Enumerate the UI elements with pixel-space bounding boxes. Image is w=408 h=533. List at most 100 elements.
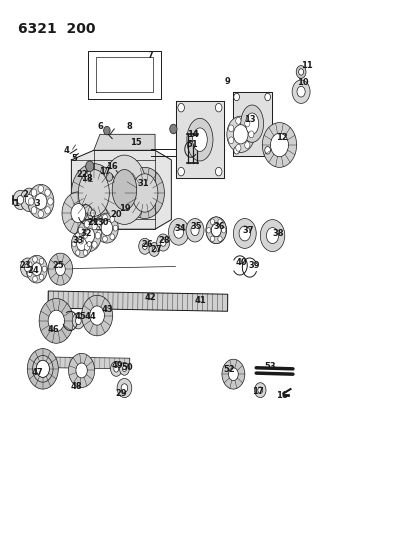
Text: 25: 25	[52, 261, 64, 270]
Ellipse shape	[236, 144, 241, 151]
Ellipse shape	[258, 387, 263, 393]
Polygon shape	[233, 92, 272, 156]
Ellipse shape	[77, 220, 101, 252]
Ellipse shape	[78, 237, 84, 244]
Ellipse shape	[215, 103, 222, 112]
Ellipse shape	[152, 247, 156, 252]
Ellipse shape	[245, 120, 250, 127]
Ellipse shape	[27, 271, 32, 277]
Ellipse shape	[260, 220, 285, 252]
Ellipse shape	[228, 137, 234, 144]
Text: 51: 51	[187, 141, 198, 149]
Ellipse shape	[142, 243, 147, 249]
Text: 19: 19	[119, 205, 130, 213]
Ellipse shape	[122, 366, 126, 372]
Text: 8: 8	[127, 123, 133, 131]
Ellipse shape	[233, 219, 256, 248]
Ellipse shape	[102, 155, 147, 224]
Text: 39: 39	[248, 261, 259, 270]
Text: 38: 38	[273, 229, 284, 238]
Ellipse shape	[33, 276, 37, 282]
Text: 27: 27	[150, 245, 162, 254]
Ellipse shape	[299, 69, 304, 75]
Polygon shape	[71, 150, 171, 229]
Ellipse shape	[211, 224, 221, 237]
Ellipse shape	[215, 167, 222, 176]
Ellipse shape	[228, 368, 238, 381]
Ellipse shape	[193, 128, 207, 151]
Ellipse shape	[83, 233, 87, 238]
Ellipse shape	[101, 221, 113, 236]
Ellipse shape	[103, 236, 107, 242]
Text: 10: 10	[297, 78, 308, 87]
Ellipse shape	[112, 169, 137, 210]
Ellipse shape	[27, 262, 32, 268]
Ellipse shape	[114, 366, 119, 372]
Ellipse shape	[39, 259, 44, 264]
Ellipse shape	[78, 169, 109, 216]
Ellipse shape	[262, 123, 297, 167]
Text: 44: 44	[85, 312, 96, 321]
Text: 15: 15	[130, 139, 141, 147]
Ellipse shape	[265, 93, 271, 101]
Ellipse shape	[69, 353, 95, 387]
Text: 47: 47	[32, 368, 43, 376]
Ellipse shape	[90, 306, 104, 325]
Text: 24: 24	[28, 266, 39, 275]
Text: 17: 17	[252, 387, 264, 396]
Ellipse shape	[92, 223, 97, 230]
Ellipse shape	[211, 236, 215, 241]
Text: 16: 16	[277, 391, 288, 400]
Ellipse shape	[191, 225, 199, 236]
Ellipse shape	[84, 221, 90, 228]
Text: 18: 18	[81, 174, 92, 183]
Text: 46: 46	[48, 325, 60, 334]
Ellipse shape	[132, 174, 158, 212]
Ellipse shape	[29, 198, 34, 205]
Text: 12: 12	[277, 133, 288, 142]
Text: 35: 35	[191, 222, 202, 231]
Ellipse shape	[211, 219, 215, 224]
Ellipse shape	[111, 361, 122, 376]
Polygon shape	[176, 101, 224, 178]
Ellipse shape	[75, 317, 81, 325]
Ellipse shape	[28, 184, 54, 219]
Ellipse shape	[17, 196, 24, 204]
Ellipse shape	[218, 236, 222, 241]
Ellipse shape	[97, 220, 102, 226]
Ellipse shape	[120, 362, 129, 375]
Ellipse shape	[82, 178, 105, 208]
Ellipse shape	[45, 207, 50, 214]
Ellipse shape	[83, 228, 95, 243]
Ellipse shape	[113, 225, 118, 231]
Ellipse shape	[71, 164, 116, 222]
Ellipse shape	[104, 126, 110, 135]
Text: 6: 6	[97, 123, 103, 131]
Ellipse shape	[157, 234, 170, 251]
Ellipse shape	[249, 131, 254, 138]
Ellipse shape	[48, 310, 64, 332]
Ellipse shape	[160, 239, 166, 246]
Ellipse shape	[178, 103, 184, 112]
Text: 37: 37	[242, 226, 254, 235]
Ellipse shape	[86, 161, 94, 172]
Ellipse shape	[48, 198, 53, 205]
Ellipse shape	[149, 243, 160, 256]
Ellipse shape	[33, 356, 53, 382]
Text: 17: 17	[100, 167, 111, 176]
Ellipse shape	[110, 216, 115, 222]
Ellipse shape	[55, 263, 65, 276]
Text: 1: 1	[13, 199, 19, 208]
Ellipse shape	[76, 250, 80, 255]
Text: 31: 31	[138, 180, 149, 188]
Text: 21: 21	[87, 219, 99, 227]
Ellipse shape	[110, 234, 115, 240]
Text: 7: 7	[147, 52, 153, 60]
Ellipse shape	[31, 189, 37, 196]
Text: 13: 13	[244, 116, 255, 124]
Ellipse shape	[97, 230, 102, 236]
Ellipse shape	[13, 190, 28, 209]
Ellipse shape	[76, 233, 80, 238]
Ellipse shape	[117, 378, 132, 398]
Ellipse shape	[39, 274, 44, 280]
